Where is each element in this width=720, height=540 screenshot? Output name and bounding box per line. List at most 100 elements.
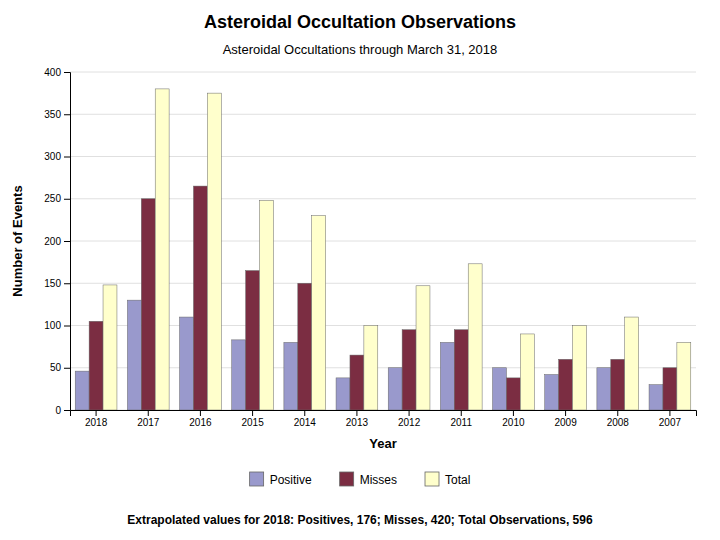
tick-label: 2012	[398, 417, 421, 428]
tick-mark	[513, 410, 514, 416]
tick: 350	[44, 109, 70, 120]
tick: 2012	[398, 410, 421, 428]
bar	[284, 342, 298, 410]
bar	[454, 330, 468, 410]
tick-mark	[64, 157, 70, 158]
tick-label: 2007	[659, 417, 682, 428]
tick-label: 200	[44, 236, 61, 247]
axis-line	[71, 411, 697, 417]
tick-mark	[617, 410, 618, 416]
tick: 250	[44, 193, 70, 204]
tick: 2014	[294, 410, 317, 428]
grid	[70, 72, 696, 410]
bar	[75, 371, 89, 410]
tick-mark	[356, 410, 357, 416]
tick-mark	[64, 326, 70, 327]
bar	[312, 216, 326, 410]
legend-item: Total	[425, 472, 470, 487]
tick-mark	[148, 410, 149, 416]
legend-item: Positive	[250, 472, 312, 487]
bar	[350, 355, 364, 410]
bar	[506, 378, 520, 410]
bar	[180, 317, 194, 410]
tick: 2009	[554, 410, 577, 428]
tick-mark	[565, 410, 566, 416]
tick: 0	[55, 405, 70, 416]
tick-mark	[252, 410, 253, 416]
tick-label: 2016	[189, 417, 212, 428]
bar	[103, 285, 117, 410]
tick: 2016	[189, 410, 212, 428]
tick: 2007	[659, 410, 682, 428]
axis-line	[64, 73, 71, 411]
tick-label: 250	[44, 193, 61, 204]
tick-mark	[200, 410, 201, 416]
tick: 200	[44, 236, 70, 247]
grid-line	[70, 72, 696, 73]
bar-series	[89, 186, 677, 410]
bar	[440, 342, 454, 410]
y-axis: 050100150200250300350400	[44, 67, 70, 416]
legend: Positive Misses Total	[250, 472, 471, 487]
bar	[89, 321, 103, 410]
bar	[141, 199, 155, 410]
bar	[520, 334, 534, 410]
bar	[155, 89, 169, 410]
legend-label: Total	[445, 473, 470, 487]
tick-label: 300	[44, 151, 61, 162]
bar	[232, 340, 246, 410]
legend-swatch	[340, 472, 354, 486]
tick-mark	[64, 283, 70, 284]
legend-swatch	[425, 472, 439, 486]
bar	[545, 375, 559, 410]
bar	[663, 368, 677, 410]
bar	[246, 271, 260, 410]
tick: 2008	[607, 410, 630, 428]
tick: 100	[44, 320, 70, 331]
tick-mark	[669, 410, 670, 416]
bar	[559, 359, 573, 410]
tick-label: 2008	[607, 417, 630, 428]
bar	[649, 385, 663, 410]
tick-label: 2013	[346, 417, 369, 428]
tick-label: 0	[55, 405, 61, 416]
annotation: Extrapolated values for 2018: Positives,…	[127, 513, 593, 527]
tick: 2018	[85, 410, 108, 428]
tick: 150	[44, 278, 70, 289]
bar	[493, 368, 507, 410]
tick-mark	[64, 199, 70, 200]
bar	[416, 286, 430, 410]
bar	[402, 330, 416, 410]
bar	[298, 283, 312, 410]
tick: 2013	[346, 410, 369, 428]
bar	[468, 264, 482, 410]
y-axis-title: Number of Events	[10, 185, 25, 296]
title: Asteroidal Occultation Observations	[204, 12, 516, 32]
tick-mark	[64, 368, 70, 369]
tick-mark	[304, 410, 305, 416]
tick-label: 2014	[294, 417, 317, 428]
legend-label: Positive	[270, 473, 312, 487]
bar	[388, 368, 402, 410]
bar-series	[103, 89, 691, 410]
tick-label: 100	[44, 320, 61, 331]
tick-label: 2010	[502, 417, 525, 428]
bar	[573, 326, 587, 411]
bar	[207, 93, 221, 410]
tick-label: 2009	[554, 417, 577, 428]
tick-mark	[64, 114, 70, 115]
tick-mark	[64, 72, 70, 73]
tick-label: 350	[44, 109, 61, 120]
legend-swatch	[250, 472, 264, 486]
bar	[597, 368, 611, 410]
tick-mark	[96, 410, 97, 416]
legend-label: Misses	[360, 473, 397, 487]
bars	[75, 89, 691, 410]
tick: 2011	[450, 410, 472, 428]
tick-label: 150	[44, 278, 61, 289]
legend-item: Misses	[340, 472, 397, 487]
tick: 2017	[137, 410, 160, 428]
chart: Asteroidal Occultation Observations Aster…	[0, 0, 720, 540]
subtitle: Asteroidal Occultations through March 31…	[223, 42, 498, 57]
x-axis: 2018201720162015201420132012201120102009…	[71, 410, 697, 428]
